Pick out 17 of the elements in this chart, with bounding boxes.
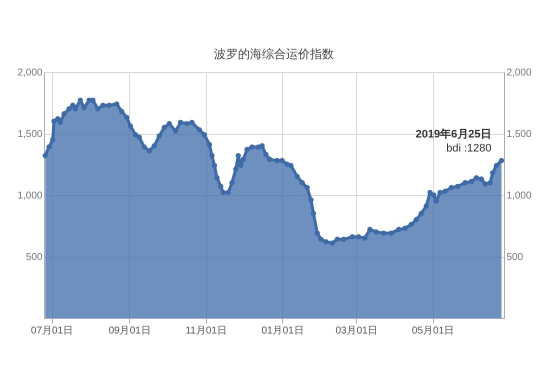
y-tick-label: 2,000 <box>17 68 43 78</box>
y2-tick-label: 500 <box>506 252 524 263</box>
annotation: 2019年6月25日 <box>416 128 492 141</box>
y-tick-label: 500 <box>26 252 43 263</box>
x-tick-label: 01月01日 <box>262 326 304 336</box>
x-tick-label: 03月01日 <box>335 326 378 336</box>
x-tick-label: 11月01日 <box>185 326 227 336</box>
x-tick-label: 09月01日 <box>108 326 151 336</box>
y2-tick-label: 1,500 <box>506 129 532 140</box>
x-tick-label: 07月01日 <box>30 326 74 336</box>
x-tick-label: 05月01日 <box>412 326 454 336</box>
y-tick-label: 1,000 <box>17 190 43 202</box>
y2-tick-label: 2,000 <box>506 68 532 78</box>
y-tick-label: 1,500 <box>17 129 43 140</box>
chart-title: 波罗的海综合运价指数 <box>214 47 334 61</box>
annotation: bdi :1280 <box>446 142 492 155</box>
y2-tick-label: 1,000 <box>506 190 532 202</box>
